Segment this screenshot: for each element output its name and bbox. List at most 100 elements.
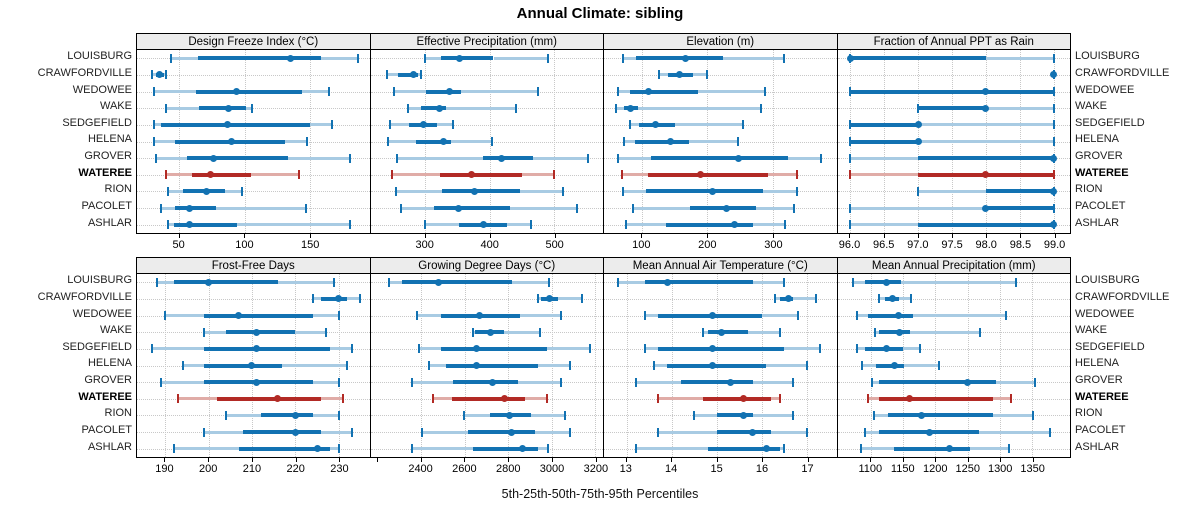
x-axis: 190 200 210 220 230 — [136, 458, 371, 479]
whisker-5-25 — [386, 73, 398, 77]
whisker-75-95 — [521, 173, 555, 177]
whisker-5-25 — [864, 430, 879, 434]
whisker-5-25 — [625, 223, 667, 227]
whisker-5-25 — [856, 347, 865, 351]
whisker-5-25 — [874, 413, 888, 417]
bar-25-75 — [321, 296, 348, 301]
bar-25-75 — [401, 280, 513, 285]
whisker-5-25 — [166, 106, 199, 110]
site-label: CRAWFORDVILLE — [37, 66, 132, 79]
median-dot — [734, 154, 742, 162]
x-tick — [508, 458, 510, 462]
cap-5th — [849, 153, 852, 163]
cap-5th — [615, 103, 618, 113]
median-dot — [740, 395, 748, 403]
whisker-75-95 — [761, 314, 798, 318]
x-tick — [773, 234, 775, 238]
cap-5th — [616, 277, 619, 287]
median-dot — [501, 395, 509, 403]
whisker-5-25 — [630, 123, 639, 127]
whisker-5-25 — [416, 314, 441, 318]
site-label: LOUISBURG — [1075, 50, 1140, 63]
whisker-5-25 — [393, 90, 426, 94]
median-dot — [252, 378, 260, 386]
bar-25-75 — [878, 396, 994, 401]
cap-95th — [909, 294, 912, 304]
whisker-75-95 — [493, 56, 549, 60]
cap-5th — [427, 361, 430, 370]
cap-5th — [871, 377, 874, 387]
whisker-75-95 — [903, 347, 920, 351]
cap-5th — [400, 203, 403, 213]
whisker-75-95 — [445, 106, 517, 110]
whisker-5-25 — [635, 447, 708, 451]
median-dot — [454, 204, 462, 212]
site-label: WEDOWEE — [1075, 307, 1135, 320]
bar-25-75 — [716, 413, 753, 418]
bar-25-75 — [635, 139, 690, 144]
site-label: WATEREE — [1075, 390, 1129, 403]
median-dot — [926, 428, 934, 436]
cap-95th — [298, 170, 301, 180]
cap-95th — [979, 327, 982, 337]
x-tick-label: 200 — [199, 463, 218, 475]
median-dot — [645, 88, 653, 96]
bar-25-75 — [850, 139, 919, 144]
median-dot — [708, 345, 716, 353]
x-tick-label: 99.0 — [1043, 239, 1066, 251]
x-tick-label: 150 — [301, 239, 320, 251]
whisker-75-95 — [752, 280, 785, 284]
bar-25-75 — [174, 222, 237, 227]
cap-95th — [306, 137, 309, 146]
x-tick-label: 14 — [665, 463, 678, 475]
whisker-5-25 — [312, 297, 322, 301]
whisker-75-95 — [533, 156, 589, 160]
cap-5th — [160, 203, 162, 213]
whisker-75-95 — [417, 73, 421, 77]
whisker-5-25 — [868, 397, 879, 401]
cap-95th — [350, 427, 353, 437]
whisker-75-95 — [918, 140, 1054, 143]
whisker-75-95 — [330, 347, 352, 351]
bar-25-75 — [985, 206, 1054, 211]
median-dot — [227, 138, 235, 145]
whisker-5-25 — [659, 73, 668, 77]
bar-25-75 — [716, 430, 771, 435]
cap-95th — [1005, 311, 1008, 321]
whisker-75-95 — [519, 189, 564, 193]
cap-5th — [417, 344, 420, 354]
whisker-75-95 — [538, 447, 549, 451]
whisker-5-25 — [850, 223, 919, 227]
whisker-5-25 — [433, 397, 452, 401]
median-dot — [156, 71, 164, 79]
row-gridline — [370, 74, 603, 76]
cap-95th — [346, 361, 349, 370]
cap-95th — [349, 220, 352, 230]
cap-95th — [580, 294, 583, 304]
cap-5th — [165, 103, 168, 113]
site-label: LOUISBURG — [1075, 274, 1140, 287]
x-axis: 2400 2600 2800 3000 3200 — [370, 458, 608, 479]
median-dot — [252, 328, 260, 336]
panel-header: Mean Annual Precipitation (mm) — [836, 257, 1071, 274]
whisker-75-95 — [784, 347, 821, 351]
row-gridline — [137, 74, 370, 76]
cap-95th — [796, 170, 799, 180]
median-dot — [291, 428, 299, 436]
bar-25-75 — [420, 106, 446, 111]
whisker-5-25 — [225, 413, 261, 417]
panel-plot-area — [369, 274, 604, 458]
bar-25-75 — [238, 446, 330, 451]
cap-5th — [851, 277, 854, 287]
site-label: GROVER — [1075, 374, 1123, 387]
site-label: WEDOWEE — [72, 307, 132, 320]
median-dot — [489, 378, 497, 386]
cap-95th — [491, 137, 494, 146]
cap-5th — [849, 87, 852, 97]
whisker-75-95 — [535, 430, 570, 434]
x-axis: 50 100 150 — [136, 234, 371, 255]
whisker-75-95 — [985, 106, 1054, 110]
cap-5th — [392, 87, 395, 97]
cap-95th — [706, 70, 709, 80]
bar-25-75 — [197, 56, 322, 61]
